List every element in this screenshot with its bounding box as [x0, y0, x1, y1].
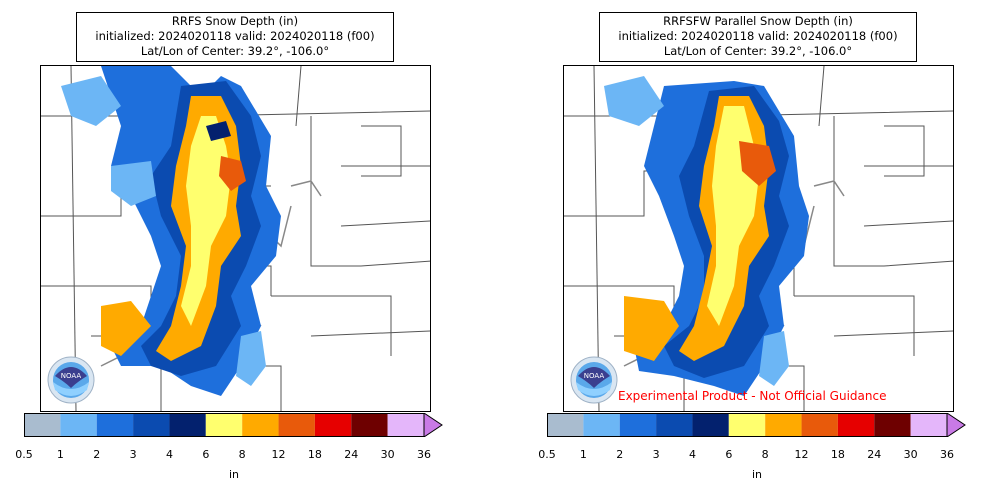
colorbar-segment	[133, 413, 170, 437]
colorbar-tick-label: 12	[794, 448, 809, 461]
logo-text: NOAA	[584, 372, 605, 380]
panel-title-box: RRFSFW Parallel Snow Depth (in) initiali…	[599, 12, 917, 62]
colorbar-tick-label: 2	[93, 448, 101, 461]
colorbar-tick-label: 18	[307, 448, 322, 461]
colorbar-extend-arrow	[423, 413, 443, 437]
panel-title-box: RRFS Snow Depth (in) initialized: 202402…	[76, 12, 394, 62]
colorbar-tick-label: 8	[238, 448, 246, 461]
panel-init-valid: initialized: 2024020118 valid: 202402011…	[618, 29, 898, 43]
colorbar-segment	[205, 413, 243, 437]
colorbar-tick-label: 6	[202, 448, 210, 461]
colorbar-segment	[242, 413, 279, 437]
noaa-logo-icon: NOAA	[47, 356, 95, 404]
colorbar-tick-label: 0.5	[538, 448, 556, 461]
panel-center: Lat/Lon of Center: 39.2°, -106.0°	[140, 44, 330, 58]
colorbar-extend-arrow	[946, 413, 966, 437]
colorbar-tick-label: 1	[56, 448, 64, 461]
colorbar-segment	[387, 413, 424, 437]
colorbar-segment	[351, 413, 388, 437]
colorbar-segment	[314, 413, 352, 437]
colorbar-tick-label: 1	[579, 448, 587, 461]
colorbar-segment	[692, 413, 729, 437]
colorbar-unit-label: in	[751, 468, 763, 481]
colorbar-segment	[728, 413, 766, 437]
colorbar	[24, 413, 443, 437]
colorbar-tick-label: 3	[129, 448, 137, 461]
colorbar-segment	[619, 413, 657, 437]
panel-title: RRFS Snow Depth (in)	[171, 14, 299, 28]
colorbar-tick-label: 4	[688, 448, 696, 461]
map-canvas	[564, 66, 953, 411]
colorbar-segment	[910, 413, 947, 437]
colorbar-segment	[278, 413, 315, 437]
colorbar-outline	[24, 413, 425, 437]
colorbar-tick-label: 12	[271, 448, 286, 461]
colorbar-tick-label: 30	[380, 448, 395, 461]
colorbar-outline	[547, 413, 948, 437]
map-panel-rrfsfw: RRFSFW Parallel Snow Depth (in) initiali…	[523, 0, 981, 498]
panel-title: RRFSFW Parallel Snow Depth (in)	[663, 14, 853, 28]
colorbar-segment	[547, 413, 584, 437]
panel-init-valid: initialized: 2024020118 valid: 202402011…	[95, 29, 375, 43]
colorbar-segment	[837, 413, 875, 437]
colorbar-tick-label: 6	[725, 448, 733, 461]
colorbar-tick-label: 3	[652, 448, 660, 461]
colorbar-segment	[874, 413, 911, 437]
colorbar-segment	[24, 413, 61, 437]
colorbar-segment	[656, 413, 693, 437]
colorbar-segment	[765, 413, 802, 437]
panel-center: Lat/Lon of Center: 39.2°, -106.0°	[663, 44, 853, 58]
snow-depth-map: NOAA	[40, 65, 431, 412]
snow-depth-map: NOAA Experimental Product - Not Official…	[563, 65, 954, 412]
colorbar-tick-label: 36	[940, 448, 954, 461]
colorbar-tick-label: 24	[344, 448, 359, 461]
colorbar-tick-labels: 0.5 1 2 3 4 6 8 12 18 24 30 36	[538, 448, 967, 462]
colorbar-segment	[583, 413, 620, 437]
colorbar-tick-label: 36	[417, 448, 431, 461]
colorbar	[547, 413, 966, 437]
noaa-logo-icon: NOAA	[570, 356, 618, 404]
map-canvas	[41, 66, 430, 411]
colorbar-tick-label: 24	[867, 448, 882, 461]
colorbar-segment	[60, 413, 97, 437]
colorbar-tick-labels: 0.5 1 2 3 4 6 8 12 18 24 30 36	[15, 448, 444, 462]
colorbar-tick-label: 4	[165, 448, 173, 461]
colorbar-segment	[96, 413, 134, 437]
map-panel-rrfs: RRFS Snow Depth (in) initialized: 202402…	[0, 0, 490, 498]
colorbar-tick-label: 0.5	[15, 448, 33, 461]
colorbar-tick-label: 8	[761, 448, 769, 461]
experimental-watermark: Experimental Product - Not Official Guid…	[618, 389, 887, 403]
colorbar-unit-label: in	[228, 468, 240, 481]
colorbar-tick-label: 30	[903, 448, 918, 461]
colorbar-segment	[801, 413, 838, 437]
logo-text: NOAA	[61, 372, 82, 380]
colorbar-segment	[169, 413, 206, 437]
colorbar-tick-label: 2	[616, 448, 624, 461]
colorbar-tick-label: 18	[830, 448, 845, 461]
